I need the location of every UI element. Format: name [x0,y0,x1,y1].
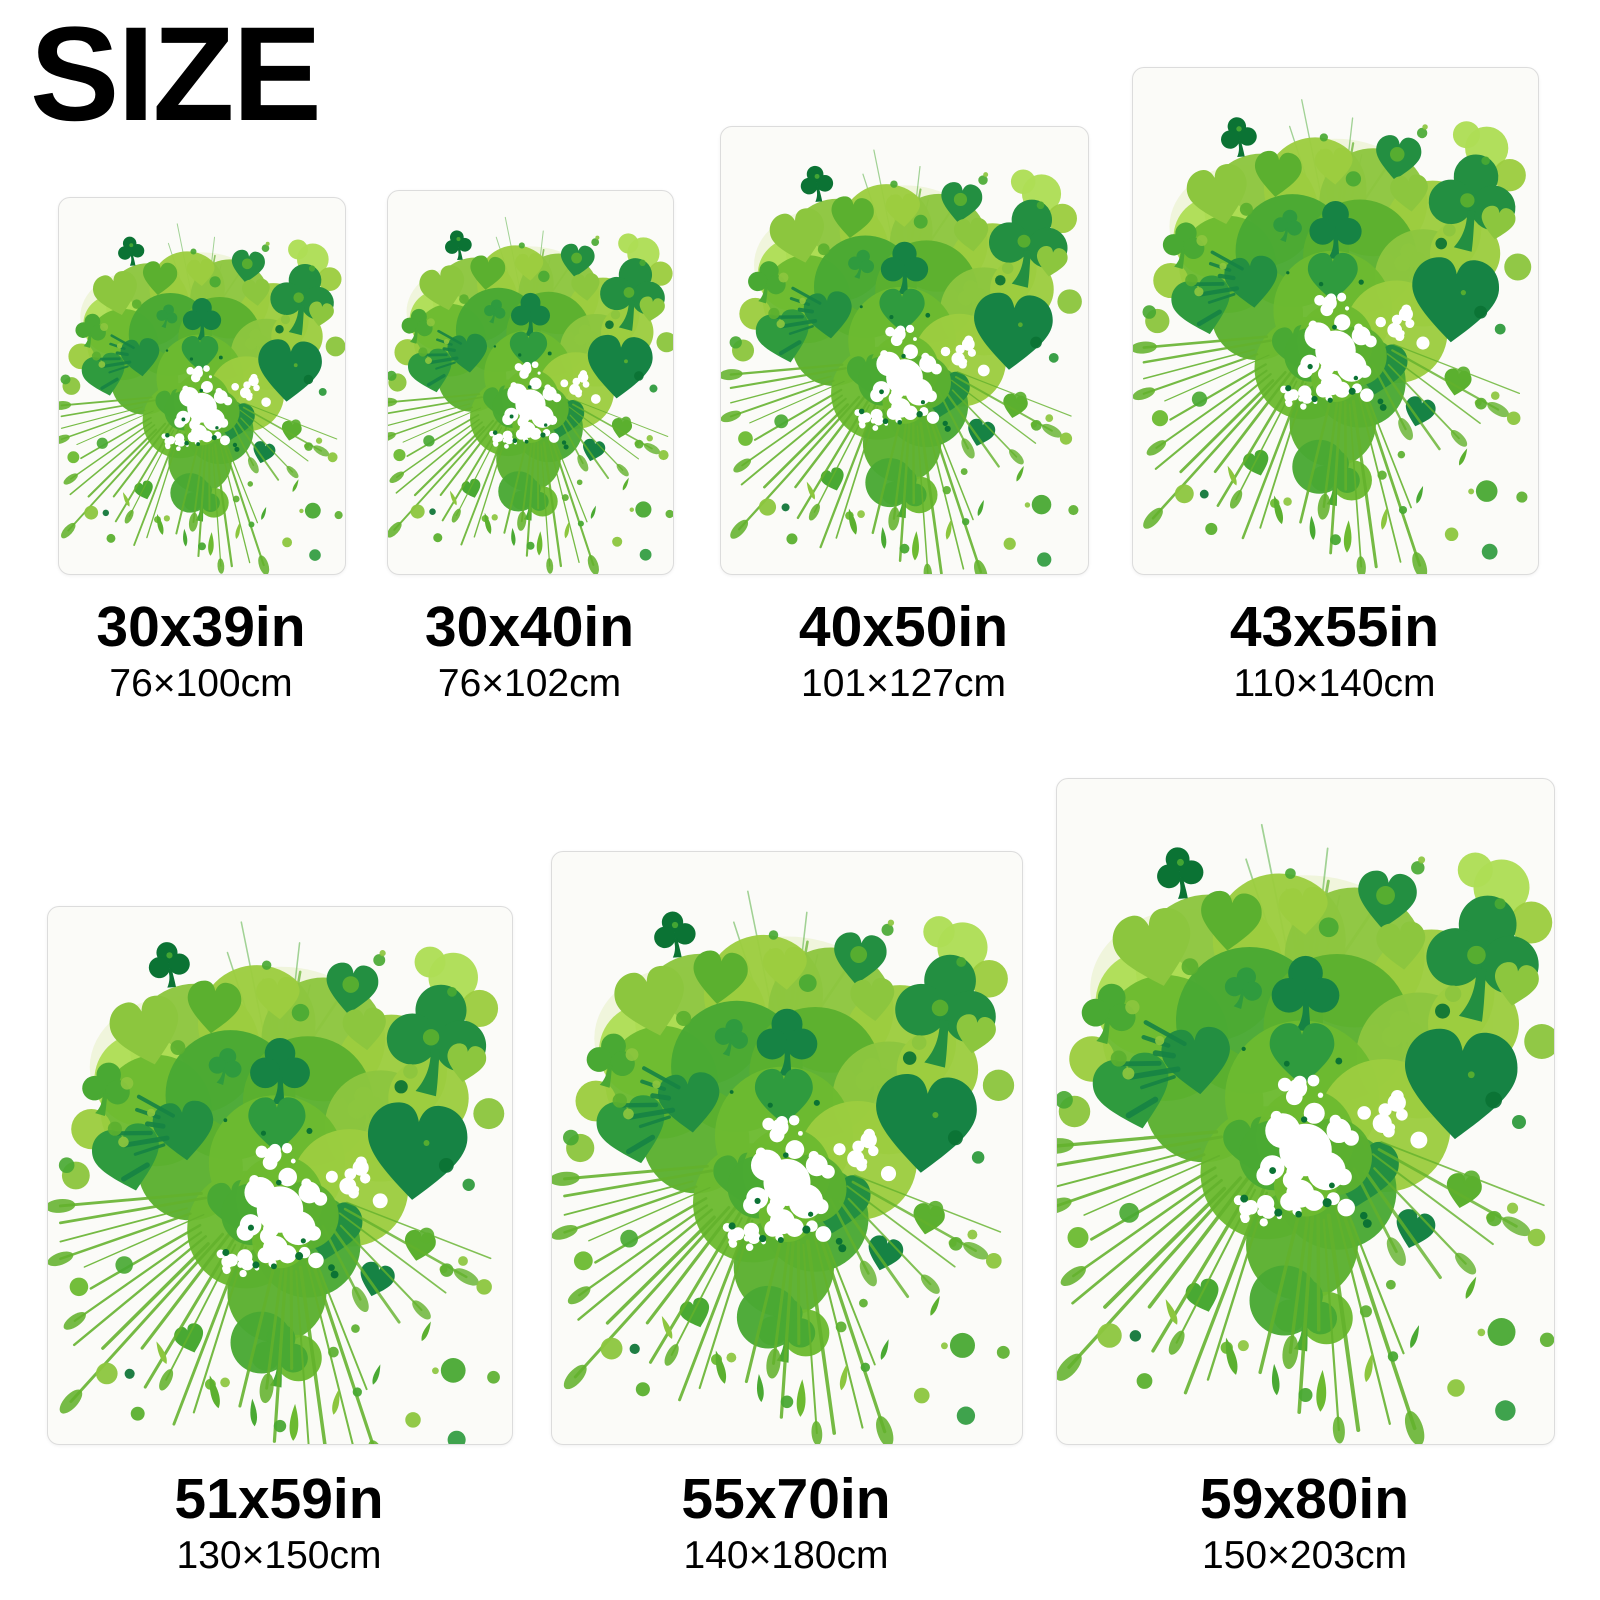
blanket-preview [1056,778,1555,1445]
size-cm-label: 140×180cm [683,1533,889,1577]
size-cm-label: 76×102cm [437,661,622,705]
splatter-heart-art [721,127,1088,574]
size-cm-label: 110×140cm [1233,661,1436,705]
size-label: 55x70in 140×180cm [681,1443,890,1577]
size-option-4: 43x55in 110×140cm [1132,67,1539,704]
size-label: 59x80in 150×203cm [1200,1443,1409,1577]
size-option-1: 30x39in 76×100cm [58,197,346,704]
splatter-heart-art [1133,68,1538,574]
size-label: 40x50in 101×127cm [799,573,1008,705]
page-title: SIZE [30,0,322,149]
size-inch-label: 30x40in [424,595,635,659]
size-inch-label: 59x80in [1199,1467,1410,1531]
blanket-preview [387,190,674,575]
size-cm-label: 76×100cm [109,661,293,705]
size-inch-label: 30x39in [96,595,306,659]
size-inch-label: 51x59in [174,1467,384,1531]
size-inch-label: 40x50in [798,595,1009,659]
size-option-3: 40x50in 101×127cm [720,126,1089,704]
size-cm-label: 101×127cm [801,661,1006,705]
blanket-preview [58,197,346,575]
splatter-heart-art [59,198,345,574]
splatter-heart-art [552,852,1022,1444]
blanket-preview [551,851,1023,1445]
size-option-7: 59x80in 150×203cm [1056,778,1555,1576]
blanket-preview [720,126,1089,575]
size-inch-label: 55x70in [681,1467,891,1531]
size-label: 51x59in 130×150cm [174,1443,383,1577]
size-cm-label: 150×203cm [1202,1533,1407,1577]
size-label: 30x39in 76×100cm [96,573,305,705]
size-cm-label: 130×150cm [176,1533,382,1577]
size-inch-label: 43x55in [1229,595,1440,659]
size-label: 30x40in 76×102cm [425,573,634,705]
size-option-6: 55x70in 140×180cm [551,851,1023,1576]
splatter-heart-art [388,191,673,574]
size-option-2: 30x40in 76×102cm [387,190,674,704]
splatter-heart-art [1057,779,1554,1444]
blanket-preview [47,906,513,1445]
blanket-preview [1132,67,1539,575]
size-label: 43x55in 110×140cm [1230,573,1439,705]
size-option-5: 51x59in 130×150cm [47,906,513,1576]
splatter-heart-art [48,907,512,1444]
